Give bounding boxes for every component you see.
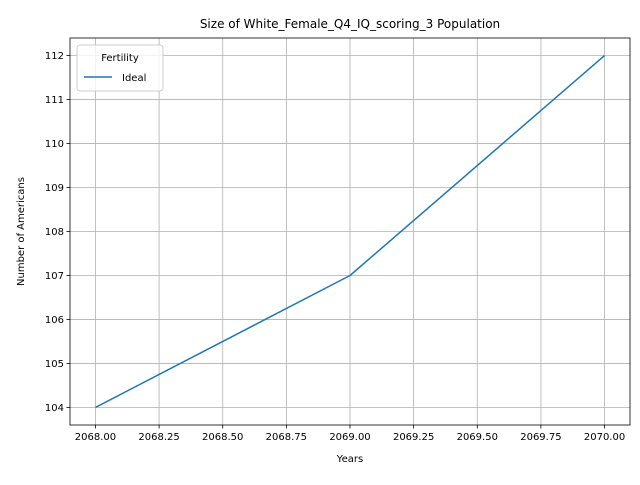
y-tick-label: 110	[45, 139, 64, 150]
legend-box	[77, 45, 163, 91]
y-tick-label: 111	[45, 95, 64, 106]
legend-label-ideal: Ideal	[122, 73, 146, 84]
y-tick-label: 107	[45, 271, 64, 282]
x-tick-label: 2070.00	[584, 432, 625, 443]
x-axis-label: Years	[336, 454, 363, 465]
legend-title: Fertility	[101, 53, 139, 64]
y-tick-label: 106	[45, 315, 64, 326]
y-tick-label: 104	[45, 403, 64, 414]
x-tick-label: 2068.50	[202, 432, 243, 443]
legend: Fertility Ideal	[77, 45, 163, 91]
y-tick-label: 108	[45, 227, 64, 238]
chart-title: Size of White_Female_Q4_IQ_scoring_3 Pop…	[200, 17, 500, 31]
x-tick-label: 2069.00	[329, 432, 370, 443]
y-tick-label: 112	[45, 51, 64, 62]
x-tick-label: 2068.25	[138, 432, 179, 443]
x-tick-label: 2069.50	[457, 432, 498, 443]
y-tick-label: 109	[45, 183, 64, 194]
x-tick-label: 2068.75	[266, 432, 307, 443]
y-axis-label: Number of Americans	[16, 177, 27, 286]
x-tick-label: 2069.25	[393, 432, 434, 443]
y-tick-label: 105	[45, 359, 64, 370]
x-tick-label: 2068.00	[75, 432, 116, 443]
x-tick-label: 2069.75	[520, 432, 561, 443]
